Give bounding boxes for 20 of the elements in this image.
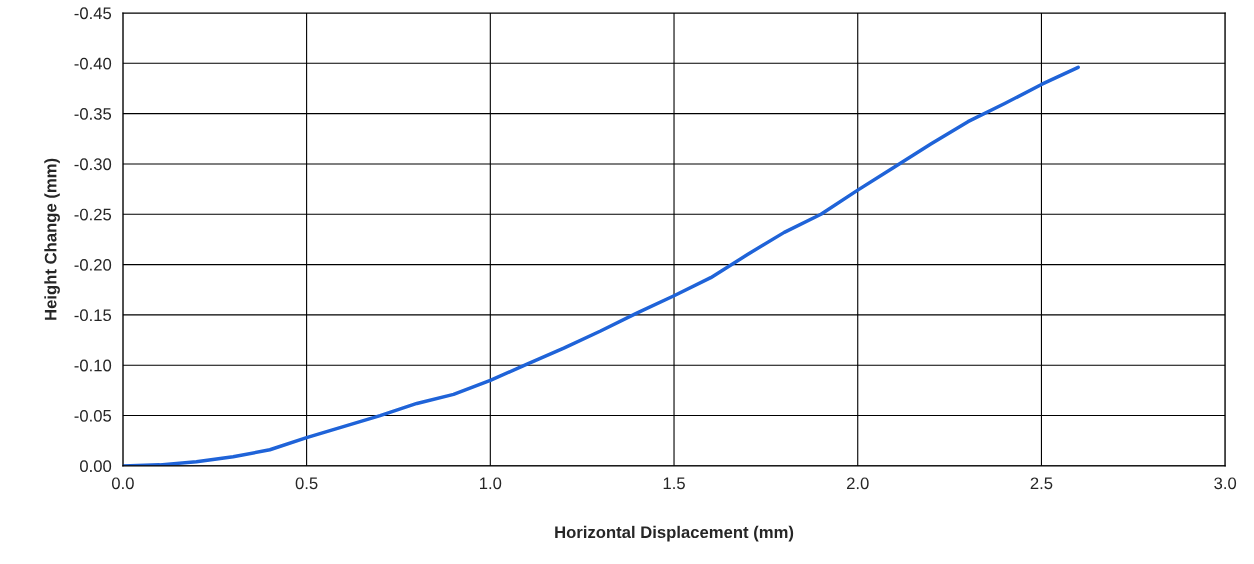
- y-tick-label: -0.10: [74, 359, 112, 372]
- y-tick-label: -0.30: [74, 158, 112, 171]
- y-tick-label: -0.35: [74, 108, 112, 120]
- x-tick-label: 0.5: [295, 477, 318, 490]
- y-tick-label: -0.20: [74, 258, 112, 271]
- x-tick-label: 2.0: [846, 477, 869, 490]
- x-tick-label: 0.0: [111, 477, 134, 490]
- y-tick-label: -0.45: [74, 7, 112, 20]
- y-tick-label: -0.25: [74, 208, 112, 221]
- x-tick-label: 3.0: [1214, 477, 1237, 490]
- line-series: [122, 65, 1080, 466]
- y-tick-label: 0.00: [80, 460, 112, 473]
- x-tick-label: 1.0: [480, 477, 502, 490]
- x-tick-label: 1.5: [663, 477, 685, 490]
- y-tick-label: -0.15: [74, 309, 112, 322]
- x-axis-title: Horizontal Displacement (mm): [555, 525, 794, 542]
- y-tick-label: -0.40: [74, 57, 112, 70]
- x-tick-label: 2.5: [1030, 477, 1053, 490]
- y-axis-title: Height Change (mm): [44, 158, 60, 320]
- y-tick-label: -0.05: [74, 409, 112, 422]
